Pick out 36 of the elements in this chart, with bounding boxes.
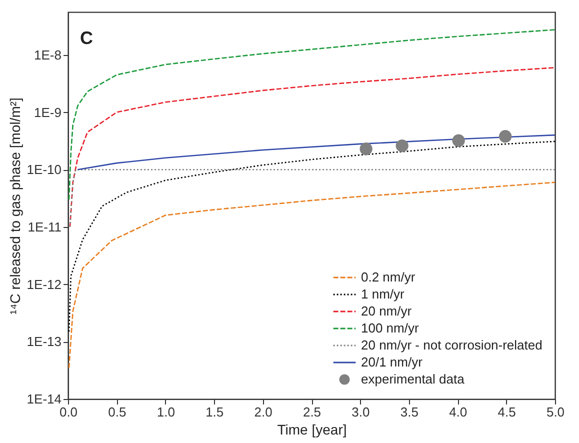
- x-tick-label: 3.0: [352, 404, 370, 420]
- legend-label: 20/1 nm/yr: [361, 354, 424, 370]
- line-series: [77, 134, 556, 170]
- legend-label: 20 nm/yr - not corrosion-related: [361, 338, 542, 352]
- point: [452, 134, 465, 147]
- y-tick-label: 1E-11: [28, 219, 62, 234]
- legend-label: 20 nm/yr: [361, 304, 412, 318]
- y-tick-label: 1E-13: [26, 334, 62, 350]
- legend-label: experimental data: [361, 372, 466, 386]
- legend-label: 1 nm/yr: [361, 286, 406, 302]
- annotation: C: [80, 28, 93, 48]
- x-tick-label: 4.0: [449, 404, 468, 420]
- x-tick-label: 0.0: [59, 404, 78, 420]
- y-tick-label: 1E-9: [34, 104, 62, 120]
- point: [396, 139, 408, 152]
- y-tick-label: 1E-10: [26, 162, 62, 178]
- point: [499, 130, 512, 143]
- x-tick-label: 1.0: [156, 404, 175, 420]
- y-axis-title: ¹⁴C released to gas phase [mol/m²]: [6, 98, 23, 314]
- x-tick-label: 4.5: [498, 404, 516, 420]
- line-series: [69, 66, 556, 228]
- x-tick-label: 1.5: [206, 404, 224, 420]
- line-series: [68, 29, 556, 200]
- x-tick-label: 3.5: [400, 404, 418, 420]
- x-axis-title: Time [year]: [277, 422, 347, 438]
- x-tick-label: 2.5: [302, 404, 322, 420]
- y-tick-label: 1E-12: [26, 276, 62, 292]
- legend-label: 100 nm/yr: [361, 320, 420, 336]
- point: [360, 142, 372, 156]
- y-tick-label: 1E-8: [34, 47, 62, 62]
- y-tick-label: 1E-14: [26, 392, 62, 406]
- x-tick-label: 5.0: [546, 404, 565, 420]
- line-series: [68, 182, 556, 368]
- x-tick-label: 2.0: [254, 404, 272, 420]
- legend-label: 0.2 nm/yr: [361, 270, 416, 284]
- x-tick-label: 0.5: [108, 404, 126, 420]
